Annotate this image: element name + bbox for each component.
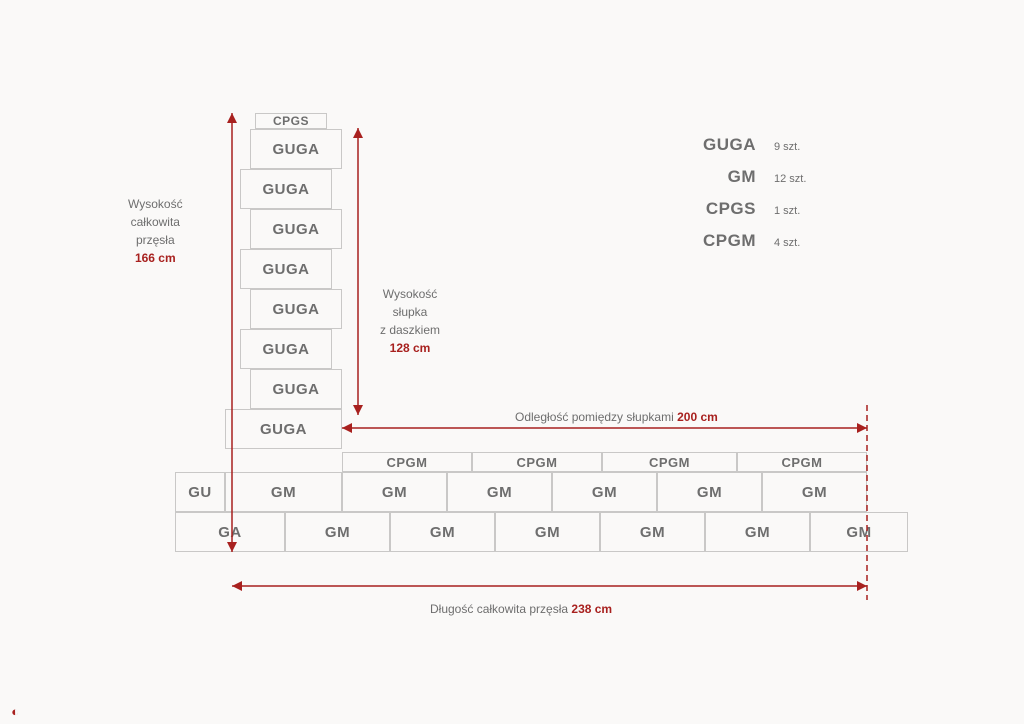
legend-qty: 4 szt. — [774, 237, 824, 249]
label-distance-between: Odległość pomiędzy słupkami 200 cm — [515, 410, 718, 424]
block-gm: GM — [225, 472, 342, 512]
legend-row-cpgs: CPGS 1 szt. — [686, 199, 824, 219]
legend-code: GM — [686, 167, 756, 187]
block-cpgs-cap: CPGS — [255, 113, 327, 129]
label-total-length: Długość całkowita przęsła 238 cm — [430, 602, 612, 616]
block-guga: GUGA — [240, 249, 332, 289]
block-guga: GUGA — [240, 169, 332, 209]
legend-row-gm: GM 12 szt. — [686, 167, 824, 187]
block-guga: GUGA — [240, 329, 332, 369]
legend-row-cpgm: CPGM 4 szt. — [686, 231, 824, 251]
block-gm: GM — [600, 512, 705, 552]
block-cpgm: CPGM — [602, 452, 737, 472]
block-gm: GM — [762, 472, 867, 512]
block-guga: GUGA — [225, 409, 342, 449]
block-gu: GU — [175, 472, 225, 512]
legend-row-guga: GUGA 9 szt. — [686, 135, 824, 155]
legend: GUGA 9 szt. GM 12 szt. CPGS 1 szt. CPGM 4 szt. — [686, 135, 824, 263]
block-gm: GM — [657, 472, 762, 512]
block-gm: GM — [552, 472, 657, 512]
legend-code: CPGS — [686, 199, 756, 219]
block-guga: GUGA — [250, 289, 342, 329]
legend-qty: 1 szt. — [774, 205, 824, 217]
block-gm: GM — [447, 472, 552, 512]
label-height-total: Wysokość całkowita przęsła 166 cm — [128, 195, 183, 267]
block-gm: GM — [390, 512, 495, 552]
block-gm: GM — [495, 512, 600, 552]
block-cpgm: CPGM — [472, 452, 602, 472]
block-guga: GUGA — [250, 369, 342, 409]
block-cpgm: CPGM — [737, 452, 867, 472]
block-cpgm: CPGM — [342, 452, 472, 472]
block-guga: GUGA — [250, 209, 342, 249]
legend-code: GUGA — [686, 135, 756, 155]
brand-logo-icon: ◐ — [8, 704, 22, 718]
block-gm: GM — [285, 512, 390, 552]
block-guga: GUGA — [250, 129, 342, 169]
label-height-pillar: Wysokość słupka z daszkiem 128 cm — [380, 285, 440, 357]
block-gm: GM — [342, 472, 447, 512]
legend-code: CPGM — [686, 231, 756, 251]
block-ga: GA — [175, 512, 285, 552]
block-gm: GM — [705, 512, 810, 552]
legend-qty: 9 szt. — [774, 141, 824, 153]
legend-qty: 12 szt. — [774, 173, 824, 185]
diagram-canvas: CPGS GUGAGUGAGUGAGUGAGUGAGUGAGUGAGUGA CP… — [0, 0, 1024, 724]
block-gm: GM — [810, 512, 908, 552]
